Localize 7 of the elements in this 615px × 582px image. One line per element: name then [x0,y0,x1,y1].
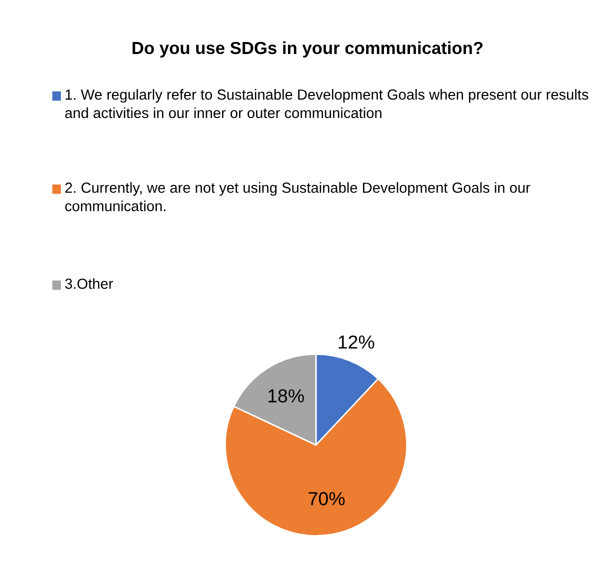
chart-title: Do you use SDGs in your communication? [132,41,483,58]
data-label: 12% [338,335,374,349]
data-label: 70% [308,492,345,506]
legend-label: 2. Currently, we are not yet using Sustainable Development Goals in our communication. [65,182,530,212]
legend-label: 3.Other [65,278,113,289]
legend-label: 1. We regularly refer to Sustainable Development Goals when present our results and activities in our inner or outer communication [65,89,588,118]
data-label: 18% [268,389,304,403]
